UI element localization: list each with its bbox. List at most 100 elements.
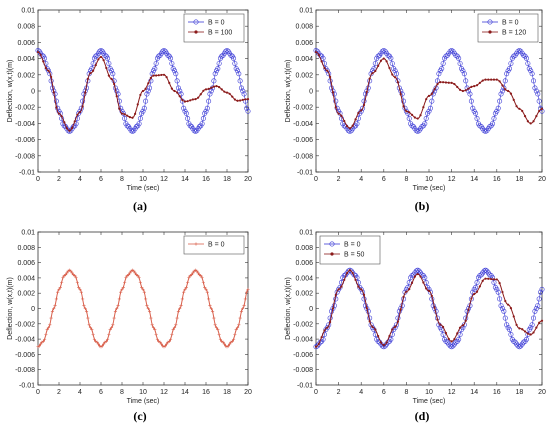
data-point (526, 332, 529, 335)
data-point (538, 109, 541, 113)
x-tick-label: 14 (181, 176, 189, 183)
data-point (358, 108, 364, 114)
data-point (176, 91, 179, 94)
data-point (239, 99, 242, 102)
data-point (511, 338, 517, 344)
y-tick-label: 0.01 (21, 8, 35, 15)
data-point (362, 103, 366, 107)
y-tick-label: -0.01 (297, 170, 313, 177)
data-point (515, 323, 518, 327)
data-point (501, 84, 504, 87)
data-point (529, 322, 535, 328)
data-point (84, 91, 87, 94)
data-point (324, 325, 330, 331)
data-point (152, 66, 158, 72)
data-point (490, 121, 496, 127)
data-point (237, 78, 243, 84)
data-point (207, 297, 211, 301)
data-point (96, 342, 100, 346)
data-point (245, 290, 249, 294)
data-point (474, 116, 480, 122)
legend-marker (194, 30, 198, 34)
data-point (533, 88, 539, 94)
data-point (200, 116, 206, 122)
data-point (436, 83, 439, 86)
data-point (423, 116, 429, 122)
data-point (159, 342, 163, 346)
data-point (535, 115, 538, 118)
data-point (354, 121, 360, 127)
data-point (360, 288, 363, 291)
data-point (79, 290, 83, 294)
data-point (331, 307, 335, 310)
data-point (413, 275, 416, 278)
y-tick-label: 0.008 (17, 24, 35, 31)
data-point (422, 121, 428, 127)
data-point (183, 110, 189, 116)
data-point (81, 297, 85, 301)
data-point (507, 89, 510, 93)
y-tick-label: 0.01 (299, 8, 313, 15)
x-tick-label: 4 (78, 176, 82, 183)
x-tick-label: 12 (448, 389, 456, 396)
data-point (92, 337, 97, 341)
data-point (87, 323, 91, 327)
data-point (464, 89, 467, 92)
data-point (540, 319, 544, 322)
legend-label: B = 100 (208, 30, 232, 37)
data-point (481, 128, 487, 134)
data-point (457, 60, 463, 66)
y-tick-label: 0.006 (17, 40, 35, 47)
data-point (144, 297, 148, 301)
data-point (212, 85, 215, 88)
data-point (215, 85, 218, 88)
x-tick-label: 14 (470, 389, 478, 396)
data-point (343, 278, 346, 281)
data-point (360, 289, 366, 295)
data-point (345, 125, 349, 128)
data-point (509, 307, 513, 310)
data-point (210, 309, 215, 313)
data-point (525, 60, 531, 66)
data-point (532, 85, 538, 91)
data-point (379, 341, 383, 344)
y-tick-label: 0.002 (295, 72, 313, 79)
x-tick-label: 2 (337, 176, 341, 183)
data-point (73, 274, 77, 278)
data-point (235, 68, 241, 74)
data-point (348, 269, 351, 272)
data-point (102, 342, 106, 346)
data-point (195, 269, 199, 273)
data-point (185, 116, 191, 122)
data-point (235, 326, 240, 330)
data-point (161, 47, 167, 53)
x-tick-label: 18 (516, 176, 524, 183)
data-point (149, 316, 153, 320)
x-tick-label: 16 (202, 176, 210, 183)
data-point (461, 71, 467, 77)
data-point (408, 287, 411, 291)
data-point (76, 113, 79, 116)
data-point (490, 277, 493, 281)
data-point (368, 77, 371, 80)
data-point (521, 328, 524, 331)
data-point (147, 82, 150, 85)
data-point (324, 68, 330, 74)
data-point (371, 325, 374, 328)
data-point (467, 91, 473, 97)
data-point (401, 98, 407, 104)
data-point (147, 309, 152, 313)
data-point (467, 308, 470, 311)
data-point (345, 128, 351, 134)
data-point (176, 309, 181, 313)
legend-marker (488, 30, 492, 34)
y-tick-label: -0.008 (293, 367, 313, 374)
data-point (487, 124, 493, 130)
data-point (443, 53, 449, 59)
legend-label: B = 0 (502, 20, 519, 27)
data-point (415, 267, 421, 273)
data-point (75, 280, 79, 285)
data-point (406, 116, 412, 122)
data-point (133, 124, 139, 130)
